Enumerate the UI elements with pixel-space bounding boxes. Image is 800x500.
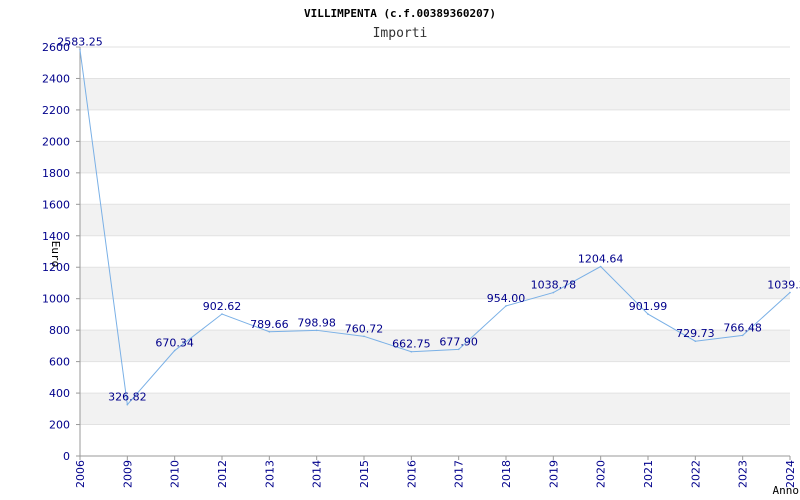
data-label: 902.62 bbox=[203, 300, 242, 313]
x-tick-label: 2012 bbox=[216, 460, 229, 488]
grid-band bbox=[80, 141, 790, 173]
x-tick-label: 2019 bbox=[547, 460, 560, 488]
grid-band bbox=[80, 298, 790, 331]
data-point bbox=[647, 313, 649, 315]
x-tick-label: 2014 bbox=[311, 460, 324, 488]
x-tick-label: 2006 bbox=[74, 460, 87, 488]
x-tick-label: 2017 bbox=[453, 460, 466, 488]
y-axis-ticks: 0 200 400 600 800 1000 1200 1400 1600 1800 2000 220… bbox=[42, 41, 80, 463]
data-point bbox=[126, 403, 129, 406]
chart-subtitle: Importi bbox=[373, 26, 428, 41]
y-tick-label: 2200 bbox=[42, 104, 70, 117]
data-point bbox=[789, 291, 791, 294]
data-label: 760.72 bbox=[345, 322, 384, 335]
data-labels: 2583.25 326.82 670.34 902.62 789.66 798.98 760… bbox=[57, 36, 800, 406]
grid-band bbox=[80, 204, 790, 236]
y-tick-label: 400 bbox=[49, 387, 70, 400]
chart-title: VILLIMPENTA (c.f.00389360207) bbox=[304, 7, 496, 20]
x-tick-label: 2010 bbox=[169, 460, 182, 488]
y-tick-label: 2400 bbox=[42, 72, 70, 85]
data-label: 2583.25 bbox=[57, 36, 103, 49]
data-point bbox=[410, 350, 413, 353]
data-point bbox=[741, 334, 744, 337]
data-label: 729.73 bbox=[676, 327, 715, 340]
grid-band bbox=[80, 78, 790, 110]
x-axis-ticks: 2006 2009 2010 2012 2013 2014 2015 2016 2017 2018… bbox=[74, 456, 797, 488]
y-tick-label: 2600 bbox=[42, 41, 70, 54]
data-point bbox=[505, 305, 507, 307]
data-point bbox=[221, 313, 223, 315]
data-label: 1204.64 bbox=[578, 253, 624, 266]
data-label: 954.00 bbox=[487, 292, 526, 305]
data-point bbox=[315, 329, 318, 332]
grid-band bbox=[80, 172, 790, 205]
data-point bbox=[599, 265, 602, 268]
x-tick-label: 2024 bbox=[784, 460, 797, 488]
data-label: 1038.78 bbox=[531, 279, 577, 292]
x-tick-label: 2016 bbox=[405, 460, 418, 488]
x-tick-label: 2023 bbox=[737, 460, 750, 488]
y-axis-label: Euro bbox=[49, 241, 62, 268]
data-label: 1039.30 bbox=[767, 279, 800, 292]
data-label: 670.34 bbox=[155, 337, 194, 350]
grid-band bbox=[80, 47, 790, 79]
grid-band bbox=[80, 361, 790, 394]
data-label: 789.66 bbox=[250, 318, 289, 331]
grid-band bbox=[80, 330, 790, 362]
grid-band bbox=[80, 424, 790, 456]
data-label: 766.48 bbox=[723, 321, 762, 334]
y-tick-label: 2000 bbox=[42, 135, 70, 148]
x-tick-label: 2018 bbox=[500, 460, 513, 488]
y-tick-label: 1400 bbox=[42, 230, 70, 243]
y-tick-label: 0 bbox=[63, 450, 70, 463]
x-tick-label: 2009 bbox=[121, 460, 134, 488]
series-line bbox=[79, 49, 791, 406]
data-label: 901.99 bbox=[629, 300, 668, 313]
x-tick-label: 2022 bbox=[689, 460, 702, 488]
y-tick-label: 800 bbox=[49, 324, 70, 337]
y-tick-label: 1200 bbox=[42, 261, 70, 274]
data-point bbox=[457, 348, 460, 351]
data-label: 677.90 bbox=[439, 335, 478, 348]
y-tick-label: 1600 bbox=[42, 198, 70, 211]
y-tick-label: 200 bbox=[49, 419, 70, 432]
data-point bbox=[268, 330, 271, 333]
data-label: 326.82 bbox=[108, 391, 147, 404]
y-tick-label: 1000 bbox=[42, 293, 70, 306]
data-point bbox=[694, 340, 697, 343]
x-tick-label: 2015 bbox=[358, 460, 371, 488]
grid-band bbox=[80, 267, 790, 299]
y-tick-label: 1800 bbox=[42, 167, 70, 180]
x-tick-label: 2013 bbox=[263, 460, 276, 488]
data-point bbox=[173, 349, 176, 352]
x-tick-label: 2021 bbox=[642, 460, 655, 488]
grid-band bbox=[80, 393, 790, 425]
grid-band bbox=[80, 235, 790, 268]
data-point bbox=[552, 291, 555, 294]
data-point bbox=[79, 48, 81, 51]
grid-bands bbox=[80, 46, 790, 457]
grid-band bbox=[80, 109, 790, 142]
x-tick-label: 2020 bbox=[595, 460, 608, 488]
data-label: 798.98 bbox=[297, 316, 336, 329]
data-point bbox=[363, 335, 365, 338]
y-tick-label: 600 bbox=[49, 356, 70, 369]
x-axis-label: Anno bbox=[773, 484, 800, 497]
data-label: 662.75 bbox=[392, 338, 431, 351]
